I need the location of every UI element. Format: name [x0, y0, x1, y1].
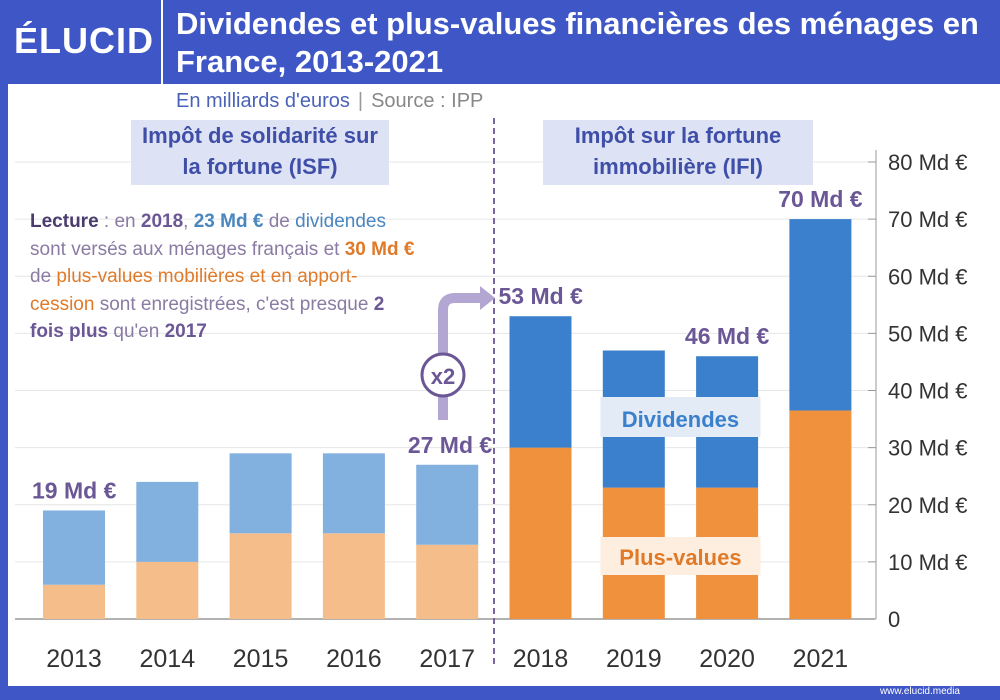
- total-label-2020: 46 Md €: [685, 323, 770, 349]
- x-tick-label: 2013: [46, 645, 102, 673]
- multiplier-text: x2: [431, 364, 455, 389]
- bar-plus-values-2017: [416, 544, 479, 619]
- bar-dividendes-2017: [416, 464, 479, 545]
- reading-note-segment: qu'en: [108, 321, 165, 342]
- bar-plus-values-2015: [229, 533, 292, 619]
- y-tick-label: 20 Md €: [888, 493, 968, 518]
- isf-period-label: Impôt de solidarité sur la fortune (ISF): [131, 120, 389, 185]
- plusvalues-label-bg: [600, 537, 761, 575]
- unit-label: En milliards d'euros: [176, 90, 350, 112]
- y-tick-label: 50 Md €: [888, 321, 968, 346]
- arrow-head-icon: [480, 286, 495, 310]
- total-label-2021: 70 Md €: [778, 186, 863, 212]
- bar-plus-values-2018: [509, 447, 572, 619]
- elucid-logo: ÉLUCID: [14, 20, 154, 61]
- y-tick-label: 80 Md €: [888, 150, 968, 175]
- reading-note-segment: plus-values mobilières et en apport-cess…: [30, 266, 358, 315]
- reading-note-segment: Lecture: [30, 211, 99, 232]
- y-tick-label: 10 Md €: [888, 550, 968, 575]
- reading-note-segment: ,: [183, 211, 194, 232]
- total-label-2018: 53 Md €: [499, 283, 584, 309]
- source-label: Source : IPP: [371, 90, 484, 112]
- reading-note-segment: sont enregistrées, c'est presque: [94, 293, 374, 315]
- dividendes-label-bg: [600, 397, 761, 437]
- series-label-dividendes: Dividendes: [622, 407, 739, 432]
- series-label-plus-values: Plus-values: [619, 545, 741, 570]
- reading-note-segment: de: [263, 211, 296, 232]
- reading-note-segment: de: [30, 266, 57, 287]
- x-tick-label: 2014: [139, 645, 195, 673]
- multiplier-badge: [420, 352, 466, 398]
- bar-plus-values-2021: [789, 410, 852, 619]
- reading-note-segment: : en: [98, 211, 141, 232]
- x-tick-label: 2019: [606, 645, 662, 673]
- x-tick-label: 2021: [793, 645, 849, 673]
- total-label-2017: 27 Md €: [408, 432, 493, 458]
- total-label-2013: 19 Md €: [32, 477, 117, 503]
- y-tick-label: 0: [888, 607, 900, 632]
- x-tick-label: 2016: [326, 645, 382, 673]
- y-tick-label: 30 Md €: [888, 436, 968, 461]
- bar-plus-values-2016: [322, 533, 385, 619]
- x-tick-label: 2015: [233, 645, 289, 673]
- reading-note-segment: 2017: [164, 321, 207, 342]
- y-tick-label: 70 Md €: [888, 207, 968, 232]
- bar-dividendes-2016: [322, 453, 385, 534]
- bar-dividendes-2021: [789, 219, 852, 411]
- header-divider: [161, 0, 163, 84]
- y-tick-label: 40 Md €: [888, 379, 968, 404]
- reading-note-segment: sont versés aux ménages français et: [30, 238, 345, 260]
- bar-plus-values-2013: [43, 584, 105, 619]
- header: ÉLUCID Dividendes et plus-values financi…: [0, 0, 1000, 84]
- y-tick-label: 60 Md €: [888, 264, 968, 289]
- subtitle: En milliards d'euros | Source : IPP: [176, 90, 484, 112]
- bar-dividendes-2014: [136, 481, 199, 562]
- ifi-period-label: Impôt sur la fortune immobilière (IFI): [543, 120, 813, 185]
- reading-note-segment: 30 Md €: [344, 238, 415, 260]
- reading-note: Lecture : en 2018, 23 Md € de dividendes…: [30, 208, 420, 346]
- bar-dividendes-2018: [509, 316, 572, 448]
- x-tick-label: 2020: [699, 645, 755, 673]
- footer-url[interactable]: www.elucid.media: [879, 686, 960, 697]
- chart-title: Dividendes et plus-values financières de…: [176, 6, 979, 79]
- reading-note-segment: 2018: [140, 211, 184, 232]
- x-tick-label: 2018: [513, 645, 569, 673]
- bar-dividendes-2013: [43, 510, 105, 585]
- growth-arrow: [438, 293, 482, 420]
- bar-dividendes-2015: [229, 453, 292, 534]
- bar-plus-values-2014: [136, 561, 199, 619]
- reading-note-segment: 23 Md €: [193, 211, 264, 232]
- reading-note-segment: 2 fois plus: [30, 293, 385, 343]
- reading-note-segment: dividendes: [295, 211, 386, 232]
- x-tick-label: 2017: [419, 645, 475, 673]
